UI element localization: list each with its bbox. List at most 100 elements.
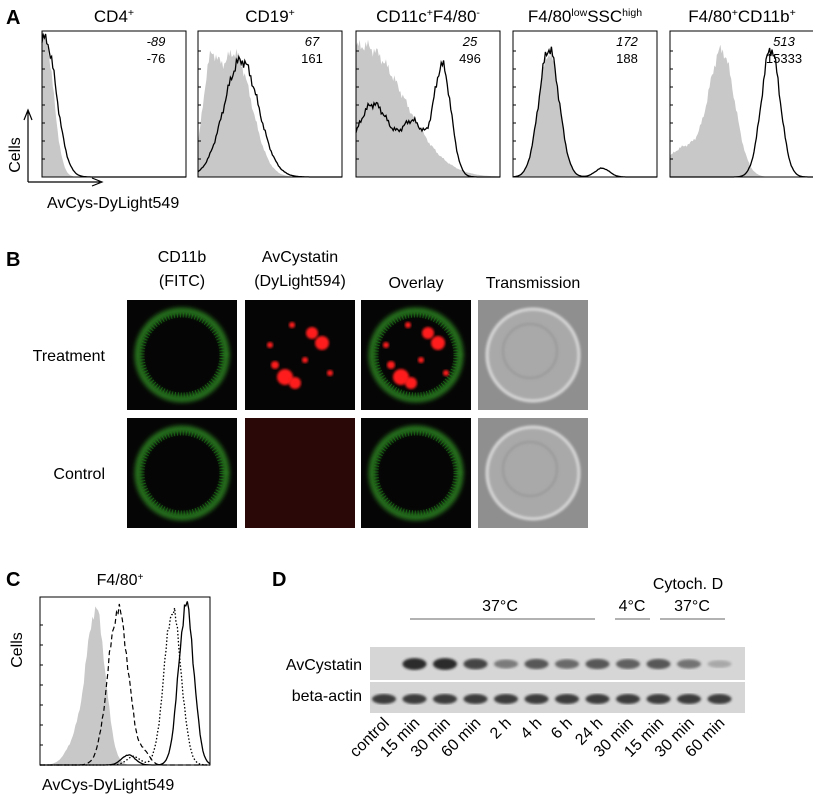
panel-label: C <box>6 569 20 591</box>
histogram-frame <box>39 596 211 766</box>
superscript: low <box>571 7 587 19</box>
column-header: CD11b <box>158 249 207 266</box>
mfi-sample: 15333 <box>766 51 802 66</box>
cell-outline <box>485 425 581 521</box>
particle-stain <box>315 336 329 350</box>
histogram-title: CD19+ <box>245 7 295 26</box>
mfi-sample: 496 <box>459 51 481 66</box>
mfi-sample: -76 <box>147 51 166 66</box>
column-header: (DyLight594) <box>254 273 346 290</box>
particle-stain <box>383 342 389 348</box>
control-histogram <box>40 606 210 765</box>
mfi-control: 25 <box>462 34 478 49</box>
mfi-control: -89 <box>147 34 166 49</box>
column-header: AvCystatin <box>262 249 338 266</box>
sample-histogram <box>40 607 210 766</box>
band <box>646 694 671 704</box>
title-part: F4/80 <box>97 572 138 589</box>
column-header: Overlay <box>388 275 443 292</box>
lane-label: 2 h <box>487 715 515 743</box>
x-label: AvCys-DyLight549 <box>42 777 174 794</box>
histogram-frame <box>355 30 501 178</box>
superscript: - <box>476 7 480 19</box>
sample-histogram <box>40 603 210 766</box>
x-label: AvCys-DyLight549 <box>47 195 179 212</box>
histogram-frame <box>669 30 813 178</box>
mfi-control: 172 <box>616 34 638 49</box>
band-label: beta-actin <box>292 688 362 705</box>
particle-stain <box>405 322 411 328</box>
control-histogram <box>42 33 186 178</box>
membrane-stain <box>368 307 464 403</box>
band <box>524 694 549 704</box>
title-part: F4/80 <box>433 7 476 26</box>
band-label: AvCystatin <box>286 657 362 674</box>
title-part: CD11b <box>738 7 790 26</box>
superscript: + <box>732 7 738 19</box>
membrane-stain <box>373 430 459 516</box>
membrane-stain <box>139 312 225 398</box>
band <box>494 659 518 669</box>
micrograph <box>245 418 355 528</box>
particle-stain <box>302 357 308 363</box>
histogram-frame <box>41 30 187 178</box>
column-header: Transmission <box>486 275 581 292</box>
band <box>524 658 549 670</box>
superscript: high <box>622 7 642 19</box>
particle-stain <box>271 361 279 369</box>
title-part: CD11c <box>376 7 427 26</box>
band <box>646 658 671 670</box>
band <box>585 694 610 704</box>
panel-label: A <box>6 7 20 29</box>
condition-label: 37°C <box>482 598 518 615</box>
micrograph <box>245 300 355 410</box>
band <box>677 694 701 704</box>
membrane-stain <box>139 430 225 516</box>
superscript: + <box>427 7 433 19</box>
particle-stain <box>277 369 293 385</box>
y-label: Cells <box>9 632 26 668</box>
membrane-stain <box>134 425 230 521</box>
control-histogram <box>670 44 813 177</box>
band <box>616 659 640 669</box>
micrograph <box>361 418 471 528</box>
column-header: (FITC) <box>159 273 205 290</box>
particle-stain <box>431 336 445 350</box>
band <box>402 658 427 670</box>
panel-label: B <box>6 249 20 271</box>
band <box>555 659 579 669</box>
particle-stain <box>443 370 449 376</box>
condition-label: 4°C <box>619 598 646 615</box>
mfi-sample: 161 <box>301 51 323 66</box>
histogram-title: F4/80lowSSChigh <box>528 7 642 26</box>
particle-stain <box>405 377 417 389</box>
membrane-stain <box>134 307 230 403</box>
control-histogram <box>513 51 657 177</box>
row-label: Control <box>53 466 105 483</box>
superscript: + <box>128 7 134 19</box>
row-label: Treatment <box>33 348 106 365</box>
band <box>433 694 457 704</box>
particle-stain <box>387 361 395 369</box>
particle-stain <box>393 369 409 385</box>
band <box>433 658 457 670</box>
histogram-title: CD4+ <box>94 7 134 26</box>
superscript: + <box>138 572 144 583</box>
micrograph <box>127 300 237 410</box>
band <box>707 660 732 668</box>
title-part: CD4 <box>94 7 128 26</box>
particle-stain <box>306 327 318 339</box>
particle-stain <box>267 342 273 348</box>
band <box>372 694 396 704</box>
histogram-title: CD11c+F4/80- <box>376 7 480 26</box>
band <box>707 694 732 704</box>
nucleus <box>502 323 558 379</box>
membrane-stain <box>368 425 464 521</box>
title-part: SSC <box>587 7 622 26</box>
histogram-frame <box>512 30 658 178</box>
control-histogram <box>198 48 342 178</box>
histogram-frame <box>197 30 343 178</box>
membrane-stain <box>373 312 459 398</box>
mfi-control: 513 <box>773 34 795 49</box>
